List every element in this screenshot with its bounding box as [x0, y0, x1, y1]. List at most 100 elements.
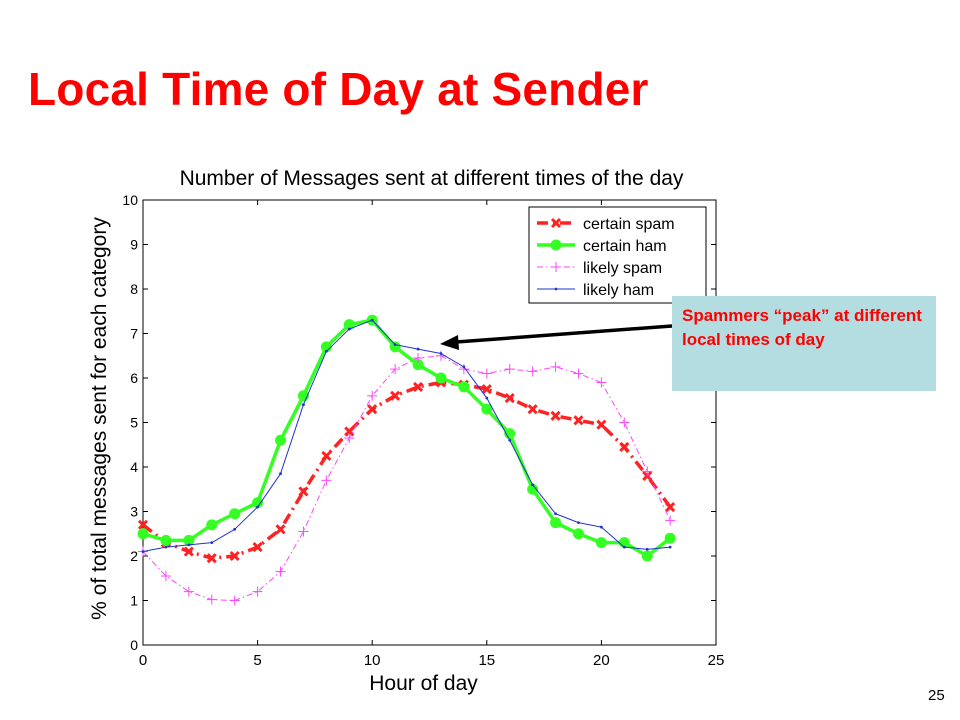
series-likely-ham [141, 318, 672, 553]
legend-item-likely-ham: likely ham [537, 282, 654, 299]
y-tick-label: 0 [130, 637, 138, 653]
y-tick-label: 9 [130, 237, 138, 253]
data-point-certain-ham [252, 497, 264, 509]
series-line-certain-spam [141, 380, 672, 560]
data-point-certain-spam [412, 381, 424, 392]
data-point-likely-ham [668, 545, 672, 549]
data-point-certain-spam [619, 441, 630, 453]
chart-title: Number of Messages sent at different tim… [180, 167, 684, 190]
data-point-certain-ham [206, 519, 218, 531]
data-point-certain-ham [527, 483, 539, 495]
series-line-likely-ham [142, 319, 671, 553]
data-point-likely-ham [324, 349, 328, 353]
legend-marker [550, 217, 562, 229]
data-point-certain-spam [252, 542, 263, 553]
data-point-likely-spam [527, 366, 538, 377]
data-point-certain-ham [160, 534, 172, 546]
data-point-certain-ham [618, 537, 630, 549]
data-point-likely-spam [642, 466, 653, 477]
y-tick-label: 5 [130, 415, 138, 431]
data-point-likely-ham [256, 505, 259, 509]
x-tick-label: 25 [708, 652, 725, 669]
x-tick-label: 15 [478, 652, 495, 669]
y-tick-label: 3 [130, 504, 138, 520]
series-certain-ham [137, 314, 676, 562]
legend-item-likely-spam: likely spam [537, 260, 662, 277]
data-point-certain-ham [343, 319, 355, 331]
data-point-certain-spam [321, 450, 332, 461]
data-point-certain-ham [458, 381, 470, 393]
data-point-likely-spam [252, 586, 263, 597]
data-point-likely-ham [141, 550, 145, 553]
data-point-certain-ham [389, 341, 401, 353]
data-point-likely-spam [229, 595, 240, 606]
legend-label: certain ham [583, 238, 667, 255]
data-point-likely-ham [645, 547, 649, 551]
data-point-certain-ham [572, 528, 584, 540]
data-point-likely-spam [160, 571, 171, 582]
slide-title: Local Time of Day at Sender [28, 63, 649, 115]
legend: certain spam certain ham likely spam likely… [528, 206, 707, 304]
y-tick-label: 7 [130, 326, 138, 342]
data-point-certain-ham [275, 434, 287, 446]
data-point-likely-ham [393, 343, 397, 347]
data-point-likely-ham [508, 438, 512, 442]
data-point-certain-spam [344, 426, 355, 437]
data-point-likely-ham [416, 347, 420, 351]
data-point-likely-spam [413, 352, 424, 363]
callout-arrow [440, 324, 673, 350]
data-point-likely-ham [622, 545, 626, 549]
data-point-certain-ham [641, 550, 653, 562]
data-point-likely-ham [370, 318, 374, 322]
data-point-certain-spam [596, 419, 607, 430]
page-number: 25 [928, 687, 945, 704]
legend-marker [554, 287, 558, 291]
data-point-likely-spam [367, 390, 378, 401]
data-point-likely-spam [481, 368, 492, 379]
data-point-certain-spam [367, 404, 378, 415]
y-tick-label: 2 [130, 548, 138, 564]
legend-item-certain-ham: certain ham [537, 238, 667, 255]
x-tick-label: 0 [139, 652, 147, 669]
data-point-likely-ham [164, 545, 168, 549]
data-point-likely-spam [298, 526, 309, 537]
data-point-likely-ham [577, 521, 580, 525]
data-point-certain-spam [137, 519, 149, 530]
data-point-certain-spam [527, 404, 538, 415]
data-point-likely-spam [665, 515, 676, 526]
data-point-certain-ham [595, 537, 607, 549]
data-point-certain-spam [183, 546, 194, 557]
data-point-certain-ham [664, 532, 676, 544]
data-point-likely-spam [573, 368, 584, 379]
x-tick-label: 10 [364, 652, 381, 669]
data-point-likely-spam [344, 433, 355, 444]
data-point-likely-ham [187, 543, 191, 547]
data-point-likely-ham [233, 527, 237, 531]
arrow-head [440, 335, 459, 350]
x-axis-label: Hour of day [369, 672, 478, 695]
data-point-likely-spam [183, 586, 194, 597]
y-tick-label: 10 [122, 192, 138, 208]
data-point-likely-spam [550, 361, 561, 372]
legend-label: likely ham [583, 282, 654, 299]
data-point-certain-ham [412, 359, 424, 371]
y-tick-label: 1 [130, 593, 138, 609]
data-point-likely-ham [439, 352, 443, 355]
data-point-likely-spam [596, 377, 607, 388]
data-point-likely-spam [504, 364, 515, 375]
x-tick-label: 5 [253, 652, 261, 669]
data-point-certain-spam [390, 390, 401, 401]
y-tick-label: 6 [130, 370, 138, 386]
callout-box: Spammers “peak” at different local times… [672, 296, 936, 391]
data-point-likely-ham [531, 483, 535, 487]
data-point-likely-spam [390, 364, 401, 375]
data-point-certain-spam [573, 415, 584, 426]
legend-label: certain spam [583, 216, 675, 233]
y-axis-label: % of total messages sent for each catego… [88, 217, 111, 620]
legend-box [528, 206, 707, 304]
data-point-likely-ham [462, 365, 466, 369]
data-point-certain-ham [435, 372, 447, 384]
data-point-likely-spam [275, 566, 286, 577]
y-tick-label: 8 [130, 281, 138, 297]
